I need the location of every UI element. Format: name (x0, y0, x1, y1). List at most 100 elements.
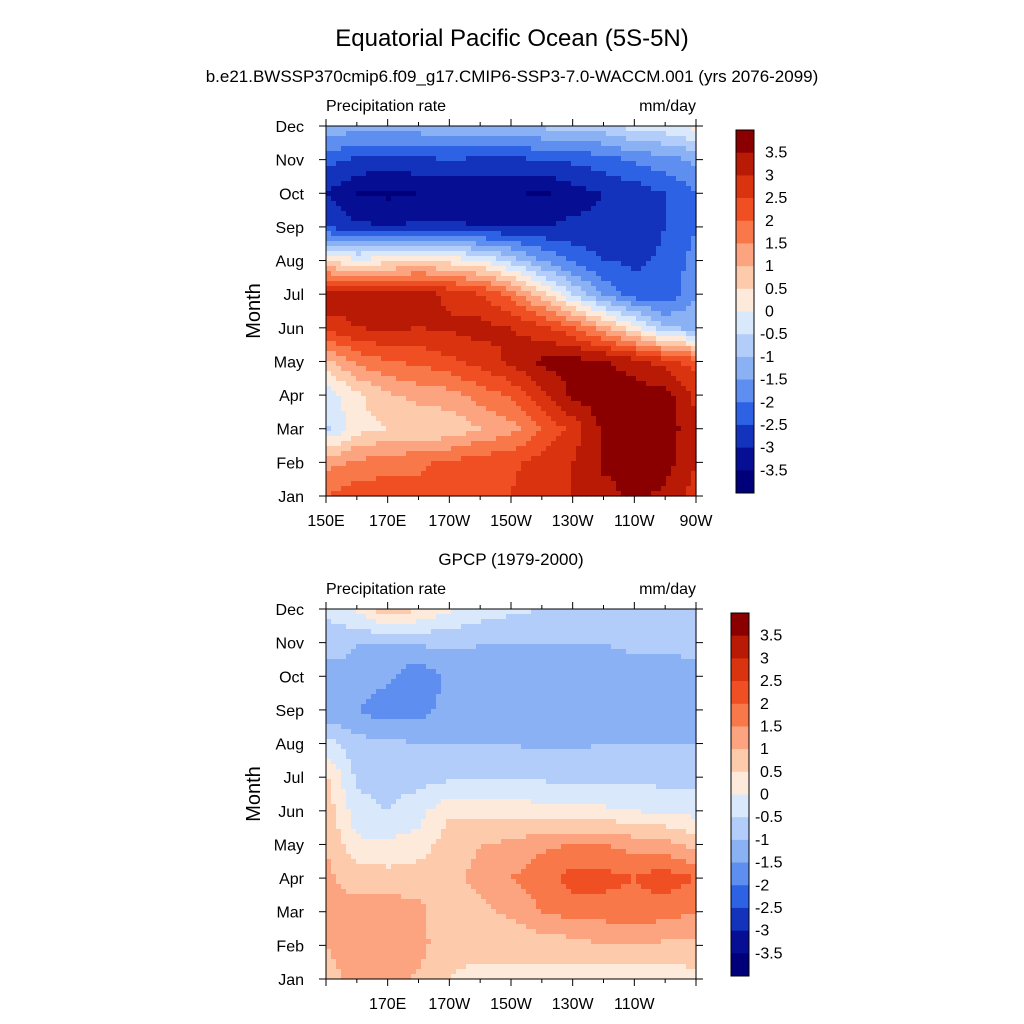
heatmap-cell (611, 321, 617, 327)
heatmap-cell (461, 141, 467, 147)
heatmap-cell (616, 411, 622, 417)
heatmap-cell (501, 191, 507, 197)
heatmap-cell (491, 366, 497, 372)
heatmap-cell (601, 271, 607, 277)
heatmap-cell (591, 191, 597, 197)
heatmap-cell (616, 376, 622, 382)
heatmap-cell (446, 366, 452, 372)
heatmap-cell (341, 151, 347, 157)
heatmap-cell (636, 391, 642, 397)
heatmap-cell (346, 206, 352, 212)
heatmap-cell (631, 361, 637, 367)
heatmap-cell (666, 136, 672, 142)
heatmap-cell (556, 311, 562, 317)
heatmap-cell (436, 216, 442, 222)
heatmap-cell (481, 251, 487, 257)
heatmap-cell (516, 341, 522, 347)
heatmap-cell (611, 161, 617, 167)
heatmap-cell (391, 366, 397, 372)
heatmap-cell (646, 316, 652, 322)
heatmap-cell (431, 441, 437, 447)
heatmap-cell (436, 271, 442, 277)
heatmap-cell (541, 271, 547, 277)
heatmap-cell (506, 326, 512, 332)
heatmap-cell (491, 381, 497, 387)
heatmap-cell (366, 436, 372, 442)
heatmap-cell (466, 276, 472, 282)
heatmap-cell (451, 151, 457, 157)
heatmap-cell (671, 201, 677, 207)
heatmap-cell (686, 321, 692, 327)
heatmap-cell (676, 361, 682, 367)
heatmap-cell (356, 411, 362, 417)
heatmap-cell (556, 171, 562, 177)
heatmap-cell (571, 371, 577, 377)
heatmap-cell (666, 271, 672, 277)
heatmap-cell (446, 241, 452, 247)
heatmap-cell (636, 236, 642, 242)
heatmap-cell (606, 216, 612, 222)
heatmap-cell (676, 356, 682, 362)
heatmap-cell (506, 316, 512, 322)
heatmap-cell (441, 146, 447, 152)
heatmap-cell (421, 351, 427, 357)
heatmap-cell (331, 356, 337, 362)
heatmap-cell (356, 451, 362, 457)
heatmap-cell (651, 451, 657, 457)
heatmap-cell (486, 381, 492, 387)
heatmap-cell (456, 256, 462, 262)
heatmap-cell (521, 446, 527, 452)
heatmap-cell (641, 416, 647, 422)
heatmap-cell (451, 131, 457, 137)
heatmap-cell (586, 301, 592, 307)
heatmap-cell (561, 191, 567, 197)
heatmap-cell (471, 311, 477, 317)
heatmap-cell (376, 196, 382, 202)
heatmap-cell (526, 406, 532, 412)
heatmap-cell (571, 341, 577, 347)
heatmap-cell (556, 136, 562, 142)
heatmap-cell (381, 351, 387, 357)
heatmap-cell (366, 301, 372, 307)
heatmap-cell (346, 166, 352, 172)
heatmap-cell (446, 296, 452, 302)
heatmap-cell (601, 131, 607, 137)
heatmap-cell (531, 416, 537, 422)
heatmap-cell (476, 386, 482, 392)
heatmap-cell (436, 146, 442, 152)
heatmap-cell (571, 421, 577, 427)
heatmap-cell (391, 331, 397, 337)
heatmap-cell (431, 461, 437, 467)
heatmap-cell (396, 326, 402, 332)
heatmap-cell (571, 261, 577, 267)
heatmap-cell (431, 176, 437, 182)
heatmap-cell (461, 186, 467, 192)
heatmap-cell (486, 301, 492, 307)
heatmap-cell (376, 386, 382, 392)
heatmap-cell (356, 241, 362, 247)
heatmap-cell (581, 126, 587, 132)
heatmap-cell (581, 426, 587, 432)
heatmap-cell (431, 356, 437, 362)
heatmap-cell (371, 201, 377, 207)
heatmap-cell (636, 176, 642, 182)
heatmap-cell (496, 411, 502, 417)
heatmap-cell (641, 376, 647, 382)
heatmap-cell (671, 206, 677, 212)
heatmap-cell (431, 206, 437, 212)
heatmap-cell (531, 351, 537, 357)
heatmap-cell (521, 186, 527, 192)
heatmap-cell (591, 136, 597, 142)
heatmap-cell (641, 141, 647, 147)
heatmap-cell (666, 156, 672, 162)
heatmap-cell (331, 381, 337, 387)
heatmap-cell (516, 421, 522, 427)
heatmap-cell (336, 426, 342, 432)
heatmap-cell (631, 346, 637, 352)
heatmap-cell (391, 411, 397, 417)
heatmap-cell (641, 181, 647, 187)
heatmap-cell (581, 251, 587, 257)
heatmap-cell (536, 361, 542, 367)
heatmap-cell (476, 341, 482, 347)
heatmap-cell (421, 221, 427, 227)
